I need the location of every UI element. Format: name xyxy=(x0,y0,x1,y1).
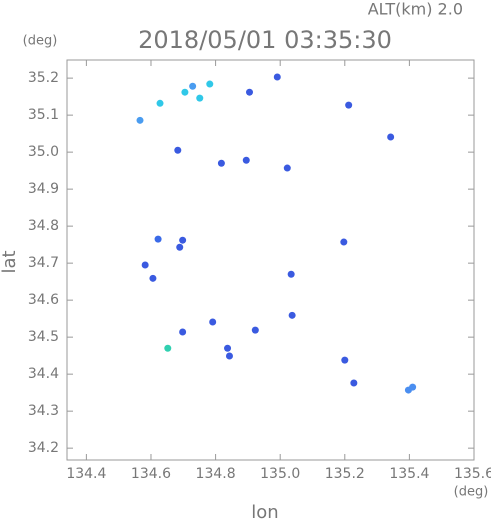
echo-point xyxy=(179,328,187,336)
echo-point xyxy=(149,274,157,282)
echo-point xyxy=(350,379,358,387)
y-axis-label: lat xyxy=(0,250,20,273)
y-tick-label: 34.6 xyxy=(28,292,59,308)
y-tick-label: 34.8 xyxy=(28,218,59,234)
x-axis-label: lon xyxy=(251,502,278,521)
echo-point xyxy=(409,383,417,391)
echo-point xyxy=(164,344,172,352)
y-tick-label: 35.0 xyxy=(28,144,59,160)
echo-point xyxy=(136,116,144,124)
echo-point xyxy=(209,318,217,326)
y-unit: (deg) xyxy=(23,34,58,49)
echo-point xyxy=(156,99,164,107)
echo-point xyxy=(273,73,281,81)
y-tick-label: 35.1 xyxy=(28,107,59,123)
echo-point xyxy=(174,146,182,154)
echo-point xyxy=(340,238,348,246)
echo-point xyxy=(179,236,187,244)
echo-point xyxy=(154,235,162,243)
echo-point xyxy=(345,101,353,109)
y-tick-label: 34.2 xyxy=(28,440,59,456)
echo-point xyxy=(181,88,189,96)
echo-point xyxy=(288,311,296,319)
x-tick-label: 134.8 xyxy=(196,466,236,482)
echo-point xyxy=(225,352,233,360)
y-tick-label: 34.4 xyxy=(28,366,59,382)
echo-point xyxy=(287,270,295,278)
chart-title: 2018/05/01 03:35:30 xyxy=(138,26,392,54)
echo-point xyxy=(189,82,197,90)
x-tick-label: 135.4 xyxy=(389,466,429,482)
y-tick-label: 34.5 xyxy=(28,329,59,345)
x-tick-label: 135.2 xyxy=(325,466,365,482)
echo-point xyxy=(196,94,204,102)
y-tick-label: 34.9 xyxy=(28,181,59,197)
echo-point xyxy=(224,344,232,352)
echo-point xyxy=(206,80,214,88)
echo-point xyxy=(141,261,149,269)
altitude-label: ALT(km) 2.0 xyxy=(368,0,463,19)
echo-point xyxy=(242,156,250,164)
x-tick-label: 134.4 xyxy=(66,466,106,482)
echo-point xyxy=(341,356,349,364)
x-unit: (deg) xyxy=(454,485,489,500)
y-tick-label: 34.7 xyxy=(28,255,59,271)
echo-point xyxy=(176,243,184,251)
echo-point xyxy=(251,326,259,334)
plot-frame xyxy=(66,59,475,461)
y-tick-label: 34.3 xyxy=(28,403,59,419)
echo-point xyxy=(387,133,395,141)
x-tick-label: 134.6 xyxy=(131,466,171,482)
echo-point xyxy=(246,88,254,96)
x-tick-label: 135.6 xyxy=(454,466,491,482)
x-tick-label: 135.0 xyxy=(260,466,300,482)
echo-point xyxy=(217,159,225,167)
echo-point xyxy=(283,164,291,172)
y-tick-label: 35.2 xyxy=(28,70,59,86)
